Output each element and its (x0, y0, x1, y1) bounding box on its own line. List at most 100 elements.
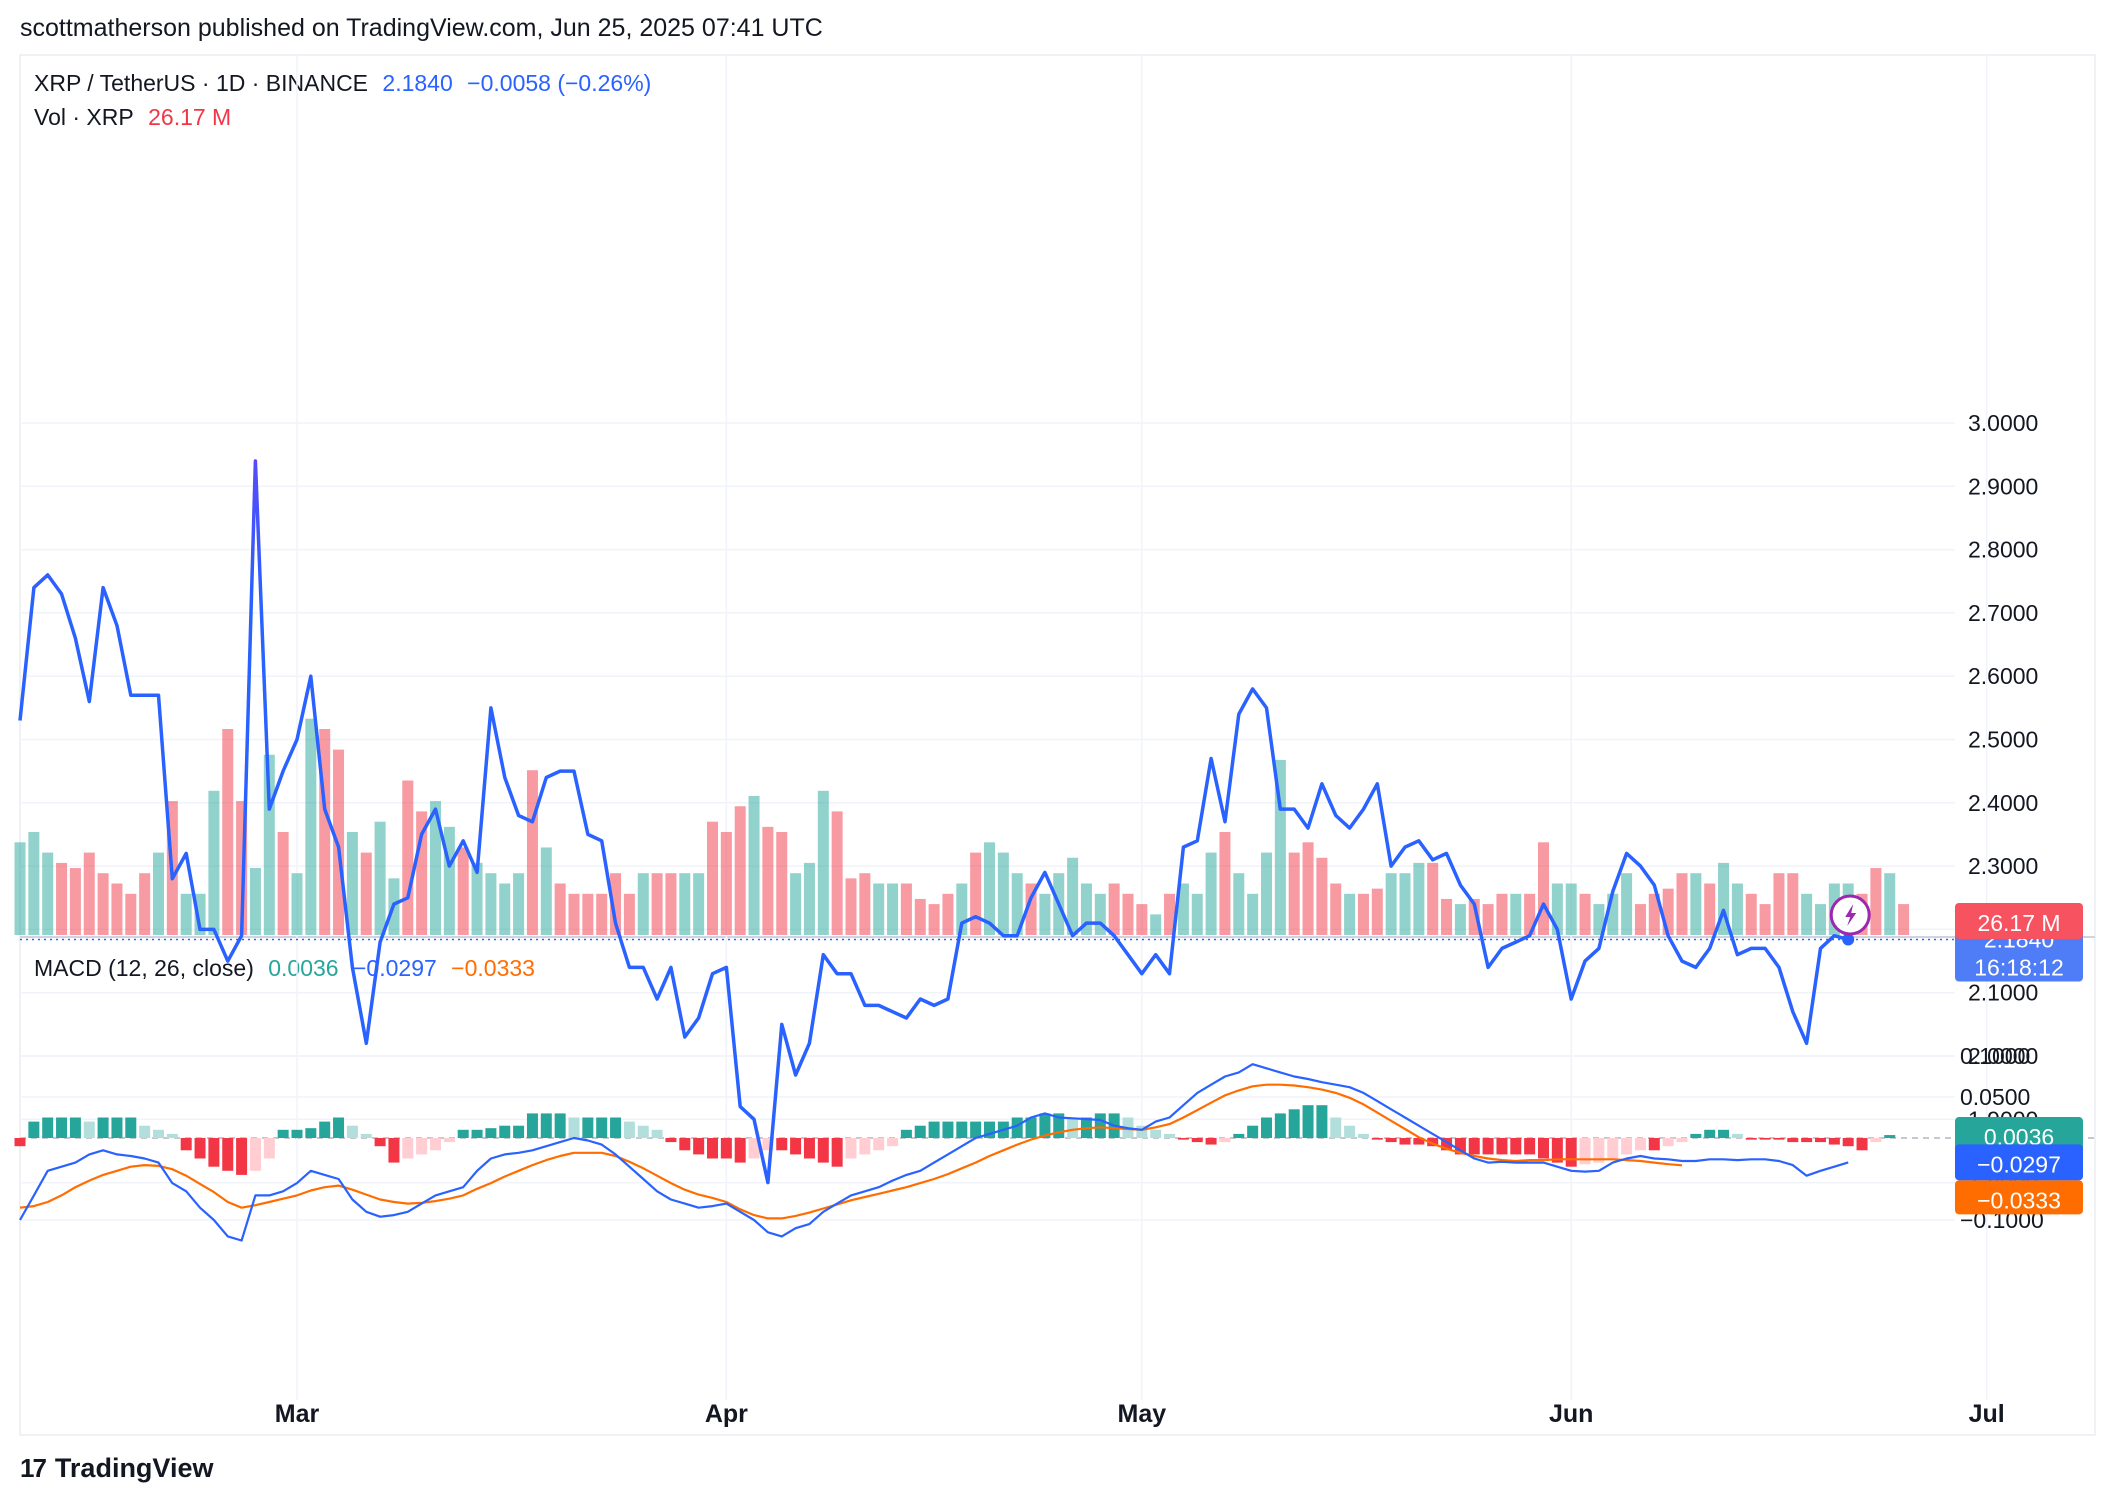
volume-bar (1870, 868, 1882, 935)
histogram-bar (69, 1117, 81, 1138)
volume-bar (402, 780, 414, 935)
volume-bar (596, 893, 608, 935)
volume-bar (1164, 893, 1176, 935)
histogram-bar (1690, 1133, 1702, 1138)
histogram-bar (776, 1138, 788, 1151)
volume-bar (554, 883, 566, 935)
volume-bar (1122, 893, 1134, 935)
volume-bar (1676, 873, 1688, 935)
histogram-bar (526, 1113, 538, 1138)
volume-bar (1441, 898, 1453, 935)
histogram-bar (803, 1138, 815, 1159)
volume-bar (610, 873, 622, 935)
volume-bar (1039, 893, 1051, 935)
volume-bar (734, 806, 746, 935)
histogram-bar (970, 1121, 982, 1138)
volume-bar (305, 718, 317, 935)
histogram-bar (1233, 1133, 1245, 1138)
volume-bar (111, 883, 123, 935)
volume-bar (1593, 904, 1605, 935)
volume-bar (14, 842, 26, 935)
volume-bar (720, 832, 732, 935)
volume-bar (1274, 759, 1286, 935)
histogram-bar (956, 1121, 968, 1138)
macd-label[interactable]: MACD (12, 26, close) (34, 955, 254, 981)
volume-bar (693, 873, 705, 935)
volume-bar (236, 801, 248, 935)
histogram-bar (693, 1138, 705, 1155)
histogram-bar (1676, 1138, 1688, 1143)
histogram-bar (1593, 1138, 1605, 1163)
histogram-bar (1053, 1113, 1065, 1138)
price-tick-label: 2.1000 (1968, 980, 2038, 1006)
histogram-bar (679, 1138, 691, 1151)
volume-bar (1524, 893, 1536, 935)
volume-bar (1371, 888, 1383, 935)
histogram-bar (1177, 1138, 1189, 1140)
volume-bar (1011, 873, 1023, 935)
volume-bar (1344, 893, 1356, 935)
price-tick-label: 2.7000 (1968, 600, 2038, 626)
histogram-bar (305, 1128, 317, 1138)
histogram-bar (1302, 1105, 1314, 1138)
tradingview-logo[interactable]: 17 TradingView (20, 1453, 213, 1484)
volume-bar (1330, 883, 1342, 935)
histogram-bar (1801, 1138, 1813, 1143)
histogram-bar (1496, 1138, 1508, 1155)
volume-bar (1731, 883, 1743, 935)
volume-bar (1385, 873, 1397, 935)
histogram-bar (430, 1138, 441, 1151)
price-tick-label: 2.0000 (1968, 1043, 2038, 1069)
volume-bar (1662, 888, 1674, 935)
histogram-bar (1399, 1138, 1411, 1145)
volume-bar (180, 893, 192, 935)
histogram-bar (111, 1117, 123, 1138)
histogram-bar (499, 1125, 511, 1138)
volume-bar (1454, 904, 1466, 935)
volume-bar (1427, 862, 1439, 935)
volume-bar (803, 862, 815, 935)
macd-line-badge (1955, 1144, 2083, 1181)
histogram-bar (291, 1129, 303, 1138)
signal-line (19, 1083, 1683, 1220)
volume-bar (1551, 883, 1563, 935)
histogram-bar (1607, 1138, 1619, 1159)
volume-bar (748, 795, 760, 935)
volume-bar (1815, 904, 1826, 935)
price-tick-label: 2.6000 (1968, 663, 2038, 689)
price-legend: XRP / TetherUS · 1D · BINANCE 2.1840 −0.… (34, 70, 659, 97)
volume-label[interactable]: Vol · XRP (34, 104, 134, 130)
macd-hist-badge (1955, 1117, 2083, 1154)
volume-bar (360, 852, 372, 935)
histogram-bar (1427, 1138, 1439, 1147)
price-tick-label: 2.9000 (1968, 473, 2038, 499)
histogram-bar (1551, 1138, 1563, 1163)
histogram-bar (194, 1138, 206, 1159)
histogram-bar (166, 1133, 178, 1138)
macd-line (19, 1063, 1849, 1242)
price-tick-label: 2.3000 (1968, 853, 2038, 879)
macd-legend: MACD (12, 26, close) 0.0036 −0.0297 −0.0… (34, 955, 543, 982)
volume-value: 26.17 M (148, 104, 232, 130)
volume-bar (1745, 893, 1757, 935)
time-tick-label: May (1118, 1400, 1167, 1428)
histogram-bar (1773, 1138, 1785, 1140)
volume-bar (1538, 842, 1549, 935)
volume-bar (194, 893, 206, 935)
volume-bar (457, 847, 469, 935)
volume-bar (623, 893, 635, 935)
histogram-bar (1538, 1138, 1549, 1159)
histogram-bar (1856, 1138, 1868, 1151)
histogram-bar (887, 1138, 899, 1147)
volume-bar (1150, 914, 1162, 935)
histogram-bar (1731, 1133, 1743, 1138)
histogram-bar (513, 1125, 525, 1138)
volume-bar (56, 862, 68, 935)
volume-bar (374, 821, 386, 935)
volume-bar (859, 873, 871, 935)
histogram-bar (56, 1117, 68, 1138)
macd-line-value: −0.0297 (353, 955, 437, 981)
volume-bar (1094, 893, 1106, 935)
symbol-label[interactable]: XRP / TetherUS · 1D · BINANCE (34, 70, 369, 96)
